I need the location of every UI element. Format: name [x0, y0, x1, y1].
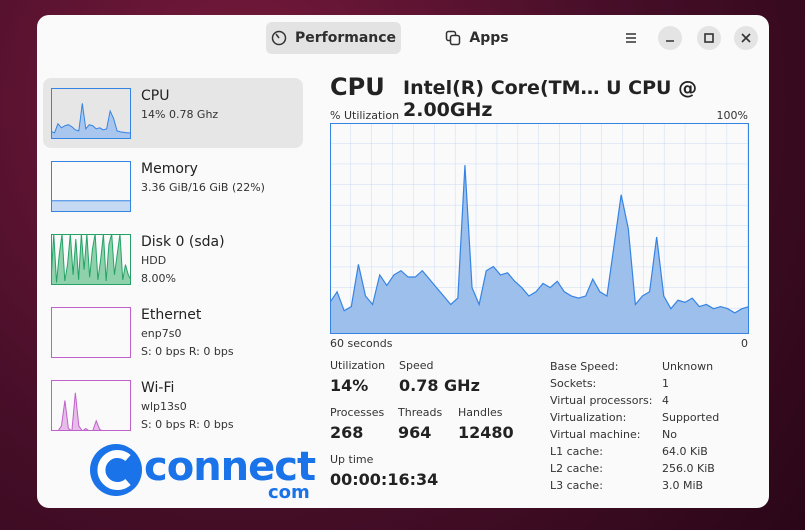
item-title: CPU — [141, 88, 170, 104]
graph-border — [330, 123, 749, 334]
tab-label: Apps — [469, 30, 509, 46]
detail-label: Sockets: — [550, 377, 597, 390]
stat-value: 12480 — [458, 423, 514, 442]
item-detail: HDD — [141, 254, 167, 267]
stat-label: Speed — [399, 359, 434, 372]
maximize-button[interactable] — [697, 26, 721, 50]
detail-label: L3 cache: — [550, 479, 603, 492]
watermark-suffix: com — [268, 482, 310, 503]
graph-border — [51, 234, 131, 285]
graph-border — [51, 307, 131, 358]
utilization-area — [51, 103, 131, 139]
sidebar-item[interactable]: Ethernet enp7s0 S: 0 bps R: 0 bps — [43, 297, 303, 367]
detail-value: Unknown — [662, 360, 714, 373]
sidebar-item[interactable]: Disk 0 (sda) HDD 8.00% — [43, 224, 303, 294]
item-title: Disk 0 (sda) — [141, 234, 225, 250]
watermark-text: connect — [144, 444, 316, 490]
thumbnail-graph — [51, 380, 131, 431]
thumbnail-graph — [51, 88, 131, 139]
sidebar-item[interactable]: Memory 3.36 GiB/16 GiB (22%) — [43, 151, 303, 221]
sidebar-item[interactable]: CPU 14% 0.78 Ghz — [43, 78, 303, 148]
item-detail: S: 0 bps R: 0 bps — [141, 345, 234, 358]
detail-value: 64.0 KiB — [662, 445, 708, 458]
watermark-logo — [90, 444, 142, 496]
detail-value: 4 — [662, 394, 669, 407]
item-detail: 3.36 GiB/16 GiB (22%) — [141, 181, 265, 194]
stat-label: Processes — [330, 406, 385, 419]
detail-label: Virtual machine: — [550, 428, 641, 441]
item-detail: S: 0 bps R: 0 bps — [141, 418, 234, 431]
detail-label: L2 cache: — [550, 462, 603, 475]
menu-button[interactable] — [624, 31, 638, 45]
utilization-area — [51, 234, 131, 285]
stat-label: Handles — [458, 406, 503, 419]
icon-performance — [271, 30, 287, 46]
thumbnail-graph — [51, 161, 131, 212]
detail-value: Supported — [662, 411, 720, 424]
detail-label: L1 cache: — [550, 445, 603, 458]
thumbnail-graph — [51, 307, 131, 358]
stat-label: Up time — [330, 453, 374, 466]
utilization-area — [51, 200, 131, 212]
cpu-title: CPU — [330, 73, 385, 101]
tab-apps[interactable]: Apps — [432, 22, 522, 54]
thumbnail-graph — [51, 234, 131, 285]
stat-value: 268 — [330, 423, 364, 442]
item-detail: 8.00% — [141, 272, 176, 285]
sidebar-item[interactable]: Wi-Fi wlp13s0 S: 0 bps R: 0 bps — [43, 370, 303, 440]
item-title: Wi-Fi — [141, 380, 175, 396]
item-detail: wlp13s0 — [141, 400, 187, 413]
cpu-graph — [330, 123, 749, 334]
graph-border — [51, 161, 131, 212]
item-title: Ethernet — [141, 307, 202, 323]
cpu-model: Intel(R) Core(TM… U CPU @ 2.00GHz — [403, 77, 698, 121]
stat-value: 14% — [330, 376, 369, 395]
stat-value: 964 — [398, 423, 432, 442]
detail-value: No — [662, 428, 677, 441]
minimize-button[interactable] — [658, 26, 682, 50]
y-axis-label: % Utilization — [330, 109, 400, 122]
close-button[interactable] — [734, 26, 758, 50]
detail-value: 3.0 MiB — [662, 479, 704, 492]
detail-label: Base Speed: — [550, 360, 619, 373]
stat-label: Utilization — [330, 359, 386, 372]
x-end-label: 0 — [741, 337, 748, 350]
icon-apps — [446, 30, 461, 46]
detail-label: Virtualization: — [550, 411, 627, 424]
detail-value: 1 — [662, 377, 669, 390]
graph-border — [51, 380, 131, 431]
utilization-area — [51, 392, 131, 431]
item-detail: 14% 0.78 Ghz — [141, 108, 219, 121]
item-title: Memory — [141, 161, 198, 177]
stat-value: 00:00:16:34 — [330, 470, 439, 489]
tab-performance[interactable]: Performance — [266, 22, 401, 54]
window: Performance Apps CPU 14% 0.78 Ghz Memory 3.… — [37, 15, 769, 508]
stat-label: Threads — [398, 406, 443, 419]
utilization-area — [330, 165, 749, 334]
stat-value: 0.78 GHz — [399, 376, 480, 395]
graph-border — [51, 88, 131, 139]
x-start-label: 60 seconds — [330, 337, 393, 350]
y-max-label: 100% — [716, 109, 748, 122]
tab-label: Performance — [294, 30, 397, 46]
detail-label: Virtual processors: — [550, 394, 653, 407]
watermark: connect com — [88, 440, 318, 508]
item-detail: enp7s0 — [141, 327, 182, 340]
detail-value: 256.0 KiB — [662, 462, 715, 475]
